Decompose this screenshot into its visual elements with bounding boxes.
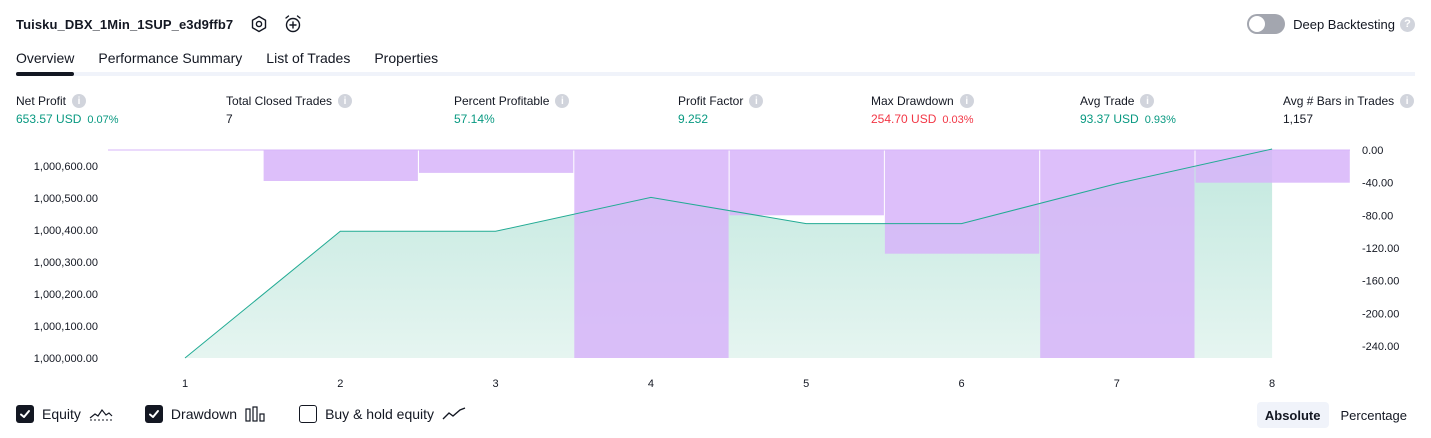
strategy-header: Tuisku_DBX_1Min_1SUP_e3d9ffb7 — [16, 12, 303, 36]
buy-hold-line-icon — [442, 407, 466, 421]
metric-profit-factor: Profit Factor i 9.252 — [678, 92, 764, 126]
metric-value: 93.37 USD — [1080, 112, 1139, 126]
metric-percent-profitable: Percent Profitable i 57.14% — [454, 92, 570, 126]
metric-net-profit: Net Profit i 653.57 USD 0.07% — [16, 92, 119, 126]
left-axis-tick-label: 1,000,600.00 — [34, 161, 98, 173]
deep-backtesting: Deep Backtesting ? — [1247, 14, 1415, 34]
x-axis-tick-label: 2 — [337, 378, 343, 390]
equity-drawdown-chart: 1,000,000.00 1,000,100.00 1,000,200.00 1,00… — [34, 145, 1400, 390]
scale-mode-switch: Absolute Percentage — [1256, 402, 1415, 428]
left-axis-tick-label: 1,000,000.00 — [34, 353, 98, 365]
buy-hold-checkbox[interactable] — [299, 405, 318, 423]
right-axis-tick-label: -120.00 — [1362, 243, 1399, 255]
x-axis-tick-label: 5 — [803, 378, 809, 390]
drawdown-bar — [263, 150, 418, 181]
right-axis-tick-label: 0.00 — [1362, 145, 1383, 157]
legend-buy-hold[interactable]: Buy & hold equity — [299, 405, 466, 423]
report-tabs: Overview Performance Summary List of Tra… — [16, 44, 1415, 76]
left-axis-tick-label: 1,000,100.00 — [34, 321, 98, 333]
right-axis-tick-label: -80.00 — [1362, 210, 1393, 222]
metric-label: Total Closed Trades — [226, 94, 333, 108]
metric-value: 9.252 — [678, 112, 709, 126]
alarm-add-icon[interactable] — [283, 14, 303, 34]
metric-value: 653.57 USD — [16, 112, 82, 126]
metric-label: Net Profit — [16, 94, 67, 108]
tab-overview[interactable]: Overview — [16, 44, 75, 76]
metric-value: 7 — [226, 112, 233, 126]
metric-label: Avg Trade — [1080, 94, 1135, 108]
strategy-title: Tuisku_DBX_1Min_1SUP_e3d9ffb7 — [16, 16, 234, 32]
metric-sub-value: 0.07% — [87, 114, 119, 126]
deep-backtesting-toggle[interactable] — [1247, 14, 1286, 34]
metric-value: 57.14% — [454, 112, 495, 126]
metric-max-drawdown: Max Drawdown i 254.70 USD 0.03% — [871, 92, 974, 126]
info-icon[interactable]: i — [338, 94, 353, 108]
left-axis-tick-label: 1,000,500.00 — [34, 193, 98, 205]
equity-line — [184, 148, 1273, 359]
info-icon[interactable]: i — [72, 94, 87, 108]
metric-value: 254.70 USD — [871, 112, 937, 126]
metric-total-closed-trades: Total Closed Trades i 7 — [226, 92, 353, 126]
drawdown-bar — [574, 150, 729, 358]
metric-label: Max Drawdown — [871, 94, 954, 108]
equity-checkbox[interactable] — [16, 405, 34, 423]
legend-drawdown[interactable]: Drawdown — [144, 405, 267, 423]
left-axis-tick-label: 1,000,300.00 — [34, 257, 98, 269]
metric-sub-value: 0.93% — [1144, 114, 1176, 126]
help-icon[interactable]: ? — [1400, 16, 1415, 32]
drawdown-checkbox[interactable] — [144, 405, 163, 423]
legend-label: Buy & hold equity — [325, 406, 435, 422]
drawdown-bar — [884, 150, 1040, 254]
right-axis-tick-label: -240.00 — [1362, 341, 1399, 353]
toggle-knob — [1249, 16, 1266, 32]
drawdown-bar — [1040, 150, 1195, 358]
x-axis-tick-label: 8 — [1269, 378, 1275, 390]
x-axis-tick-label: 7 — [1114, 378, 1120, 390]
x-axis-tick-label: 4 — [648, 378, 654, 390]
drawdown-bars-icon — [245, 406, 267, 422]
tab-list-of-trades[interactable]: List of Trades — [266, 50, 351, 66]
drawdown-bar — [1195, 150, 1350, 183]
metric-avg-bars: Avg # Bars in Trades i 1,157 — [1283, 92, 1415, 126]
left-axis-tick-label: 1,000,200.00 — [34, 289, 98, 301]
info-icon[interactable]: i — [959, 94, 974, 108]
metric-sub-value: 0.03% — [942, 114, 974, 126]
settings-icon[interactable] — [249, 14, 269, 34]
drawdown-bar — [419, 150, 574, 173]
info-icon[interactable]: i — [1400, 94, 1415, 108]
percentage-button[interactable]: Percentage — [1340, 407, 1408, 423]
drawdown-bar — [729, 150, 884, 216]
legend-label: Drawdown — [170, 406, 238, 422]
metrics-row: Net Profit i 653.57 USD 0.07% Total Closed… — [0, 92, 1431, 132]
info-icon[interactable]: i — [1140, 94, 1155, 108]
right-axis-tick-label: -200.00 — [1362, 308, 1399, 320]
x-axis-tick-label: 1 — [182, 378, 188, 390]
equity-line-icon — [89, 407, 113, 421]
tab-performance-summary[interactable]: Performance Summary — [98, 50, 243, 66]
chart-legend: Equity Drawdown Buy & hold equity — [16, 403, 498, 425]
info-icon[interactable]: i — [749, 94, 764, 108]
tab-properties[interactable]: Properties — [374, 50, 439, 66]
right-axis-tick-label: -160.00 — [1362, 276, 1399, 288]
absolute-button[interactable]: Absolute — [1256, 402, 1329, 428]
metric-label: Avg # Bars in Trades — [1283, 94, 1395, 108]
info-icon[interactable]: i — [555, 94, 570, 108]
left-axis-tick-label: 1,000,400.00 — [34, 225, 98, 237]
deep-backtesting-label: Deep Backtesting — [1293, 16, 1395, 32]
legend-label: Equity — [42, 406, 81, 422]
metric-avg-trade: Avg Trade i 93.37 USD 0.93% — [1080, 92, 1176, 126]
legend-equity[interactable]: Equity — [16, 405, 113, 423]
metric-label: Profit Factor — [678, 94, 744, 108]
metric-label: Percent Profitable — [454, 94, 550, 108]
metric-value: 1,157 — [1283, 112, 1314, 126]
x-axis-tick-label: 6 — [958, 378, 964, 390]
x-axis-tick-label: 3 — [493, 378, 499, 390]
right-axis-tick-label: -40.00 — [1362, 178, 1393, 190]
